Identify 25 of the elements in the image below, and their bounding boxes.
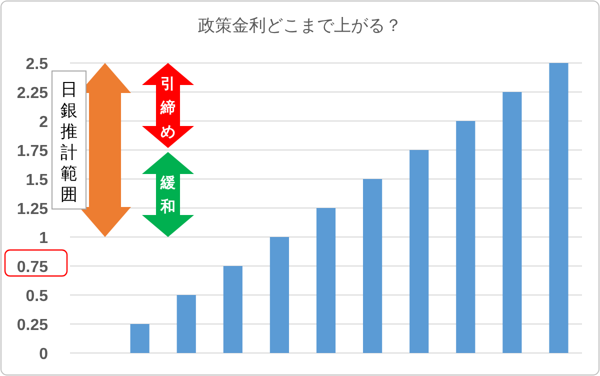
y-tick-label: 1 bbox=[39, 230, 48, 247]
bar bbox=[176, 295, 196, 353]
y-tick-label: 0.25 bbox=[16, 317, 48, 334]
bar bbox=[410, 150, 429, 353]
bar bbox=[130, 324, 150, 353]
bar bbox=[316, 208, 336, 353]
chart-title: 政策金利どこまで上がる？ bbox=[198, 16, 402, 35]
y-tick-label: 0 bbox=[39, 346, 48, 363]
y-tick-label: 0.5 bbox=[26, 288, 48, 305]
bar bbox=[549, 63, 568, 353]
annotation: 日銀推計範囲 bbox=[60, 80, 78, 204]
annotation: 引締め bbox=[160, 76, 176, 140]
y-tick-label: 1.25 bbox=[16, 201, 48, 218]
bar bbox=[223, 266, 242, 353]
annotation: 緩和 bbox=[160, 174, 176, 216]
y-tick-label: 2 bbox=[39, 114, 48, 131]
y-tick-label: 2.25 bbox=[16, 85, 48, 102]
bar bbox=[502, 92, 522, 353]
bar bbox=[456, 121, 476, 353]
bar bbox=[270, 237, 289, 353]
y-tick-label: 1.75 bbox=[16, 143, 48, 160]
y-tick-label: 1.5 bbox=[26, 172, 48, 189]
y-tick-label: 0.75 bbox=[16, 259, 48, 276]
y-tick-label: 2.5 bbox=[26, 56, 48, 73]
bar bbox=[363, 179, 382, 353]
